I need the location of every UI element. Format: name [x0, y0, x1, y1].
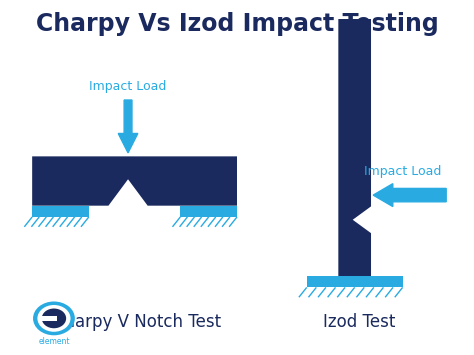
- Bar: [180, 206, 237, 217]
- Text: Impact Load: Impact Load: [90, 80, 167, 93]
- Bar: [307, 276, 402, 288]
- Circle shape: [37, 305, 71, 332]
- Text: Charpy Vs Izod Impact Testing: Charpy Vs Izod Impact Testing: [36, 12, 438, 36]
- Text: Impact Load: Impact Load: [365, 164, 442, 178]
- FancyArrow shape: [373, 184, 446, 207]
- Bar: [32, 206, 89, 217]
- FancyArrow shape: [118, 100, 138, 153]
- Polygon shape: [338, 19, 371, 276]
- Circle shape: [33, 301, 75, 335]
- Bar: [39, 316, 57, 321]
- Text: Izod Test: Izod Test: [323, 313, 395, 331]
- Text: element: element: [38, 337, 70, 346]
- Polygon shape: [32, 156, 237, 206]
- Text: Charpy V Notch Test: Charpy V Notch Test: [53, 313, 221, 331]
- Circle shape: [42, 308, 66, 328]
